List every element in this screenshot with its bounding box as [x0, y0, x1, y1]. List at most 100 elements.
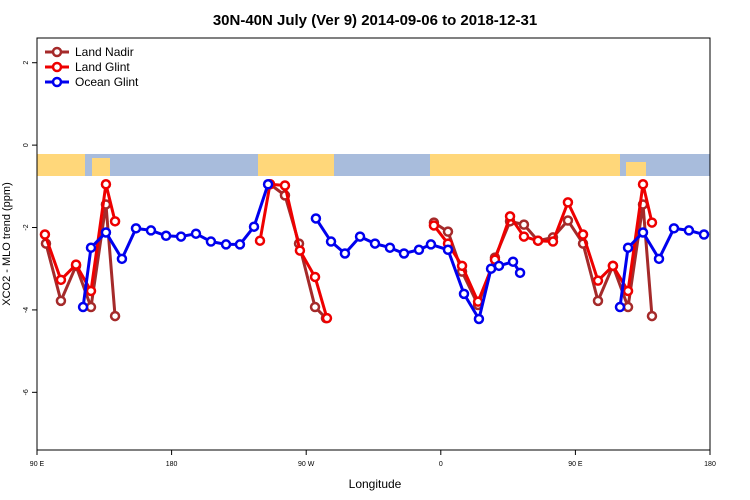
- data-point: [637, 227, 649, 238]
- data-point: [442, 226, 454, 237]
- data-point: [109, 216, 121, 227]
- y-axis-label: XCO2 - MLO trend (ppm): [1, 182, 13, 305]
- data-point: [354, 231, 366, 242]
- data-point: [653, 253, 665, 265]
- data-point: [39, 229, 51, 240]
- data-point: [646, 310, 658, 322]
- land-band: [258, 154, 334, 176]
- data-point: [532, 235, 544, 246]
- data-point: [85, 242, 97, 253]
- data-point: [614, 301, 626, 313]
- data-point: [190, 228, 202, 239]
- data-point: [325, 236, 337, 247]
- data-point: [518, 231, 530, 242]
- data-point: [683, 225, 695, 236]
- data-point: [413, 244, 425, 256]
- data-point: [309, 271, 321, 283]
- series-line: [43, 182, 654, 319]
- data-point: [160, 230, 172, 242]
- data-point: [473, 313, 485, 325]
- data-point: [70, 259, 82, 270]
- data-point: [100, 227, 112, 238]
- data-point: [518, 219, 530, 230]
- data-point: [175, 231, 187, 242]
- legend-label: Land Nadir: [75, 45, 134, 59]
- land-band: [626, 162, 646, 176]
- data-point: [622, 301, 634, 313]
- data-point: [279, 180, 291, 191]
- data-point: [592, 295, 604, 307]
- data-point: [55, 274, 67, 286]
- data-point: [384, 242, 396, 253]
- data-point: [234, 239, 246, 250]
- data-point: [254, 235, 266, 246]
- x-axis-label: Longitude: [349, 477, 402, 491]
- map-strip: [37, 154, 710, 176]
- data-point: [562, 197, 574, 208]
- x-tick-label: 90 E: [568, 461, 583, 468]
- data-point: [698, 229, 710, 240]
- plot-frame: [36, 37, 711, 451]
- data-point: [116, 253, 128, 265]
- data-point: [55, 295, 67, 307]
- data-point: [622, 285, 634, 297]
- data-point: [130, 223, 142, 234]
- data-point: [646, 217, 658, 228]
- data-point: [562, 215, 574, 226]
- data-point: [458, 288, 470, 300]
- data-point: [507, 256, 519, 267]
- data-point: [493, 260, 505, 272]
- legend-marker: [51, 61, 63, 73]
- data-point: [248, 221, 260, 232]
- legend-label: Land Glint: [75, 60, 130, 74]
- land-band: [92, 158, 110, 176]
- data-point: [607, 260, 619, 272]
- land-band: [37, 154, 85, 176]
- y-tick-label: 0: [23, 143, 30, 147]
- data-point: [109, 310, 121, 322]
- data-point: [294, 245, 306, 256]
- chart-title: 30N-40N July (Ver 9) 2014-09-06 to 2018-…: [213, 12, 537, 29]
- data-point: [262, 179, 274, 190]
- y-tick-label: 2: [23, 61, 30, 65]
- legend-label: Ocean Glint: [75, 75, 139, 89]
- x-tick-label: 180: [166, 461, 178, 468]
- data-point: [145, 225, 157, 236]
- data-point: [504, 211, 516, 222]
- data-point: [547, 236, 559, 247]
- data-point: [100, 179, 112, 190]
- data-point: [456, 260, 468, 272]
- y-tick-label: -6: [23, 389, 30, 395]
- data-point: [592, 275, 604, 286]
- x-tick-label: 90 E: [30, 461, 45, 468]
- data-point: [668, 223, 680, 234]
- data-point: [85, 285, 97, 297]
- data-point: [428, 220, 440, 231]
- data-point: [577, 229, 589, 240]
- x-tick-label: 180: [704, 461, 716, 468]
- data-point: [442, 244, 454, 256]
- data-point: [369, 238, 381, 249]
- data-point: [339, 248, 351, 259]
- legend-marker: [51, 46, 63, 58]
- data-point: [309, 301, 321, 313]
- y-tick-label: -2: [23, 224, 30, 230]
- land-band: [430, 154, 620, 176]
- legend-marker: [51, 76, 63, 88]
- data-point: [77, 301, 89, 313]
- data-point: [220, 239, 232, 250]
- x-tick-label: 0: [439, 461, 443, 468]
- data-point: [637, 179, 649, 190]
- data-point: [321, 312, 333, 324]
- data-point: [514, 267, 526, 279]
- x-tick-label: 90 W: [298, 461, 315, 468]
- data-point: [425, 239, 437, 250]
- data-point: [205, 236, 217, 247]
- data-point: [398, 248, 410, 259]
- data-point: [622, 242, 634, 253]
- data-point: [310, 213, 322, 224]
- y-tick-label: -4: [23, 307, 30, 313]
